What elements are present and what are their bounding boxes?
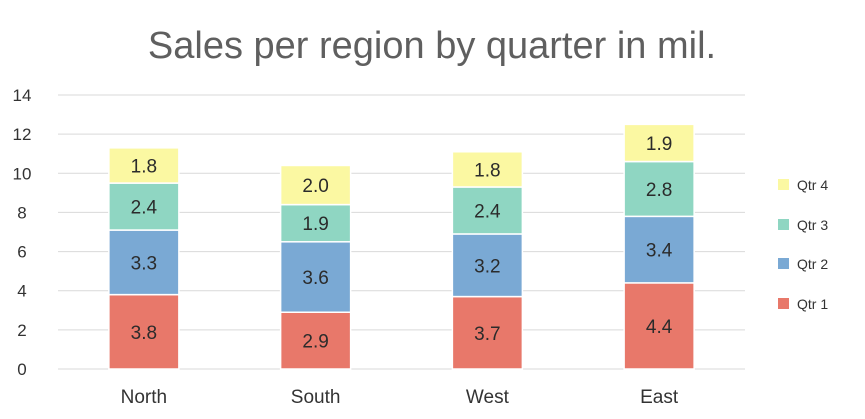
legend-swatch	[778, 298, 789, 309]
bar-segment	[108, 147, 180, 184]
data-label: 4.4	[646, 317, 673, 338]
data-label: 2.4	[131, 198, 158, 219]
data-label: 2.9	[302, 332, 328, 353]
x-category-label: West	[466, 387, 510, 408]
legend-label: Qtr 1	[797, 296, 828, 312]
bar-segment	[279, 164, 352, 206]
data-label: 2.8	[646, 180, 672, 201]
bar-segment	[108, 229, 180, 296]
data-label: 1.9	[646, 134, 672, 155]
y-tick-label: 10	[13, 164, 32, 183]
data-label: 3.7	[474, 324, 500, 345]
data-label: 1.9	[302, 214, 328, 235]
x-axis-categories: North South West East	[121, 387, 679, 408]
x-category-label: East	[640, 387, 679, 408]
y-tick-label: 4	[17, 282, 26, 301]
data-label: 2.4	[474, 201, 501, 222]
y-tick-label: 6	[17, 243, 26, 262]
y-tick-label: 8	[17, 203, 26, 222]
bar-segment	[623, 282, 695, 370]
data-label: 2.0	[302, 176, 328, 197]
legend-swatch	[778, 219, 789, 230]
bar-segment	[623, 123, 695, 163]
legend-label: Qtr 4	[797, 177, 828, 193]
bar-segment	[279, 311, 352, 370]
x-category-label: South	[291, 387, 341, 408]
y-axis-ticks: 0 2 4 6 8 10 12 14	[13, 86, 32, 379]
data-label: 3.2	[474, 256, 500, 277]
y-tick-label: 14	[13, 86, 32, 105]
bar-segment	[451, 186, 524, 235]
data-label: 1.8	[474, 160, 500, 181]
legend: Qtr 4 Qtr 3 Qtr 2 Qtr 1	[778, 177, 828, 312]
x-category-label: North	[121, 387, 167, 408]
y-tick-label: 2	[17, 321, 26, 340]
bar-segment	[451, 233, 524, 298]
bar-segment	[451, 295, 524, 370]
bars: 3.8 3.3 2.4 1.8 2.9 3.6 1.9 2.0 3.7 3.2 2.4 1.8 4.4 3…	[108, 123, 695, 370]
bar-segment	[451, 151, 524, 188]
data-label: 3.6	[302, 268, 328, 289]
y-tick-label: 0	[17, 360, 26, 379]
bar-segment	[108, 182, 180, 231]
y-tick-label: 12	[13, 125, 32, 144]
bar-segment	[108, 293, 180, 370]
data-label: 3.3	[131, 253, 157, 274]
data-label: 3.4	[646, 241, 673, 262]
data-label: 3.8	[131, 323, 157, 344]
legend-swatch	[778, 179, 789, 190]
chart-title: Sales per region by quarter in mil.	[148, 25, 716, 67]
legend-swatch	[778, 258, 789, 269]
data-label: 1.8	[131, 156, 157, 177]
legend-label: Qtr 2	[797, 256, 828, 272]
legend-label: Qtr 3	[797, 217, 828, 233]
